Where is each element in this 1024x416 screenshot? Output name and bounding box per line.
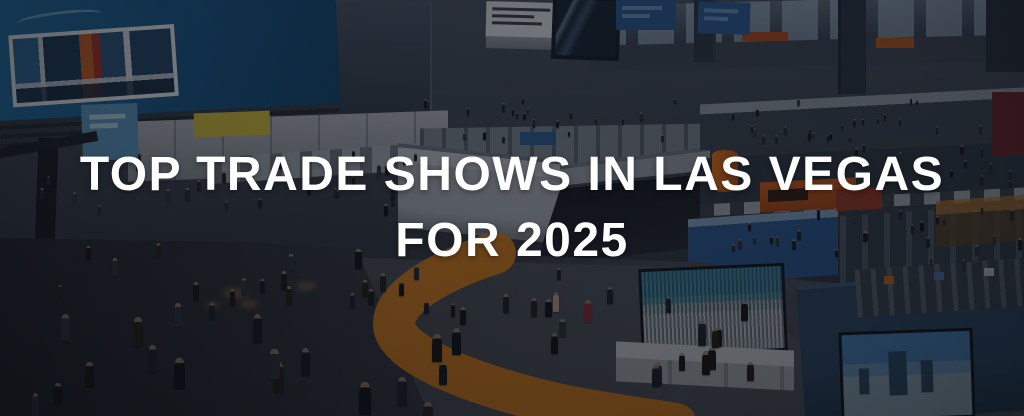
title-line-1: TOP TRADE SHOWS IN LAS VEGAS [79, 148, 945, 201]
page-title: TOP TRADE SHOWS IN LAS VEGAS FOR 2025 [0, 142, 1024, 274]
title-line-2: FOR 2025 [395, 214, 629, 267]
